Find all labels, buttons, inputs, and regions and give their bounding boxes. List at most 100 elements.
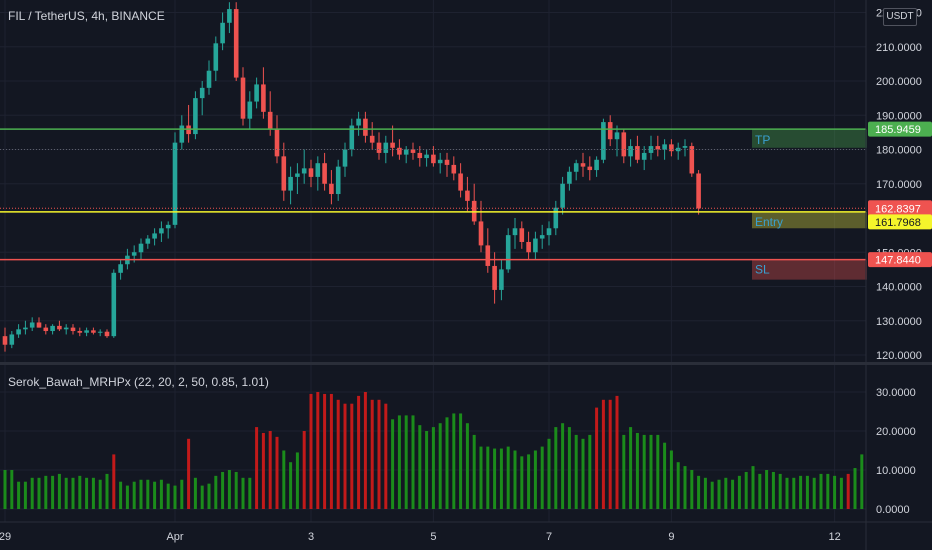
price-tick-label: 170.0000 [876,179,922,191]
histogram-bar [785,477,789,509]
histogram-bar [146,479,150,509]
candle-body [159,228,164,234]
histogram-bar [397,415,401,509]
histogram-bar [676,462,680,509]
histogram-bar [193,477,197,509]
candle-body [145,238,151,244]
candle-body [410,149,416,153]
entry-price-badge-text: 161.7968 [875,217,921,229]
histogram-bar [302,431,306,509]
candle-body [111,272,117,337]
histogram-bar [520,456,524,509]
time-tick-label: 7 [546,531,552,543]
candle-body [213,43,219,71]
candle-body [601,122,606,160]
candlestick-series [2,2,701,352]
candle-body [669,144,674,152]
currency-button[interactable]: USDT [883,8,917,26]
candle-body [131,252,137,256]
candle-body [526,241,531,253]
indicator-tick-label: 10.0000 [876,465,916,477]
histogram-bar [391,419,395,509]
histogram-bar [370,399,374,509]
candle-body [614,132,620,140]
candle-body [261,84,266,112]
histogram-bar [445,417,449,509]
histogram-bar [91,477,95,509]
candle-body [689,146,695,174]
histogram-bar [227,470,231,509]
candle-body [240,77,246,119]
histogram-bar [23,481,27,509]
candle-body [356,118,361,126]
histogram-bar [309,393,313,509]
histogram-bar [78,475,82,509]
candle-body [499,269,504,290]
candle-body [485,245,491,266]
histogram-bar [166,483,170,509]
histogram-bar [411,415,415,509]
histogram-bar [527,454,531,509]
histogram-bar [241,477,245,509]
histogram-bar [649,434,653,509]
time-tick-label: 12 [828,531,840,543]
candle-body [152,233,157,239]
price-tick-label: 120.0000 [876,350,922,362]
histogram-bar [234,471,238,509]
histogram-bar [642,434,646,509]
time-tick-label: Apr [166,531,183,543]
risk-reward-zones: TP Entry SL [752,129,867,280]
indicator-histogram [3,392,864,509]
histogram-bar [248,477,252,509]
histogram-bar [656,434,660,509]
time-tick-label: 9 [668,531,674,543]
candle-body [199,87,205,99]
candle-body [315,163,321,177]
histogram-bar [343,403,347,509]
candle-body [43,327,49,332]
histogram-bar [459,413,463,509]
candle-body [308,168,314,177]
histogram-bar [125,485,129,509]
histogram-bar [697,475,701,509]
candle-body [505,235,511,270]
candle-body [621,132,627,157]
candle-body [227,9,232,23]
candle-body [281,156,287,191]
candle-body [492,265,497,290]
candle-body [363,118,368,136]
histogram-bar [200,485,204,509]
entry-price-badge [868,214,932,230]
histogram-bar [826,473,830,509]
candle-body [274,128,280,157]
histogram-bar [71,477,75,509]
candle-body [655,146,661,150]
candle-body [567,171,572,184]
histogram-bar [10,470,14,509]
histogram-bar [187,438,191,509]
histogram-bar [98,479,102,509]
histogram-bar [506,446,510,509]
candle-body [635,146,640,160]
candle-body [233,9,239,78]
histogram-bar [207,483,211,509]
tp-zone [752,129,867,148]
price-tick-label: 190.0000 [876,110,922,122]
candle-body [2,336,8,345]
candle-body [397,147,402,155]
histogram-bar [57,473,61,509]
price-tick-label: 180.0000 [876,145,922,157]
histogram-bar [425,431,429,509]
histogram-bar [758,473,762,509]
indicator-tick-label: 20.0000 [876,426,916,438]
candle-body [560,183,565,208]
candle-body [696,173,701,209]
histogram-bar [833,475,837,509]
histogram-bar [853,468,857,509]
histogram-bar [289,462,293,509]
histogram-bar [479,446,483,509]
candle-body [29,322,35,328]
candle-body [220,22,225,44]
histogram-bar [669,450,673,509]
